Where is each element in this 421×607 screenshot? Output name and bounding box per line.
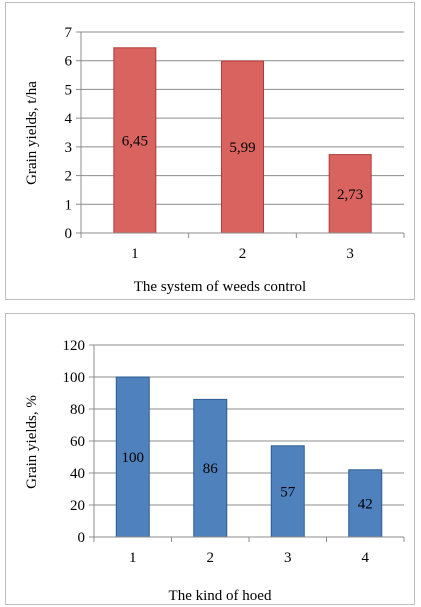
data-label: 100: [122, 450, 145, 466]
x-tick-label: 1: [131, 246, 139, 262]
chart-1-axes: [76, 31, 405, 238]
x-tick-label: 2: [207, 550, 215, 566]
y-tick-label: 1: [65, 197, 73, 213]
y-tick-label: 100: [63, 370, 86, 386]
x-tick-label: 2: [239, 246, 247, 262]
chart-2-data-labels: 100 86 57 42: [122, 450, 373, 512]
chart-2-axes: [89, 344, 405, 542]
chart-2-y-ticks: 0 20 40 60 80 100 120: [63, 338, 86, 546]
bar-3: [328, 154, 372, 234]
x-tick-label: 3: [346, 246, 354, 262]
y-tick-label: 80: [70, 402, 85, 418]
chart-2-svg: 0 20 40 60 80 100 120 1 2 3 4 100 86 57 42 The kind …: [24, 338, 405, 604]
x-tick-label: 1: [129, 550, 137, 566]
chart-1-x-axis-title: The system of weeds control: [134, 279, 306, 295]
data-label: 57: [280, 484, 296, 500]
data-label: 2,73: [337, 187, 363, 203]
data-label: 86: [203, 461, 219, 477]
y-tick-label: 5: [65, 82, 73, 98]
x-tick-label: 4: [362, 550, 370, 566]
y-tick-label: 0: [65, 226, 73, 242]
y-tick-label: 6: [65, 54, 73, 70]
y-tick-label: 60: [70, 434, 85, 450]
y-tick-label: 20: [70, 498, 85, 514]
chart-1-y-axis-title: Grain yields, t/ha: [24, 81, 40, 185]
chart-2-y-axis-title: Grain yields, %: [24, 395, 40, 489]
data-label: 6,45: [122, 133, 148, 149]
bar-2: [193, 398, 228, 538]
y-tick-label: 2: [65, 169, 73, 185]
chart-1-data-labels: 6,45 5,99 2,73: [122, 133, 364, 202]
chart-yield-weeds-control: 0 1 2 3 4 5 6 7 1 2 3 6,45 5,99 2,73 The system of …: [5, 2, 415, 300]
chart-yield-hoed-kind: 0 20 40 60 80 100 120 1 2 3 4 100 86 57 42 The kind …: [5, 313, 415, 605]
data-label: 42: [358, 496, 373, 512]
bar-2: [221, 60, 264, 234]
chart-2-bars: [115, 376, 383, 538]
y-tick-label: 4: [65, 111, 73, 127]
x-tick-label: 3: [284, 550, 292, 566]
bar-3: [270, 445, 305, 538]
y-tick-label: 40: [70, 466, 85, 482]
data-label: 5,99: [229, 140, 255, 156]
chart-1-y-ticks: 0 1 2 3 4 5 6 7: [65, 25, 73, 242]
chart-1-x-ticks: 1 2 3: [131, 246, 354, 262]
bar-1: [115, 376, 150, 538]
chart-2-x-axis-title: The kind of hoed: [169, 588, 272, 604]
y-tick-label: 3: [65, 140, 73, 156]
y-tick-label: 0: [78, 530, 86, 546]
chart-1-svg: 0 1 2 3 4 5 6 7 1 2 3 6,45 5,99 2,73 The system of …: [24, 25, 405, 295]
y-tick-label: 120: [63, 338, 86, 354]
bar-4: [348, 469, 383, 538]
y-tick-label: 7: [65, 25, 73, 41]
chart-2-x-ticks: 1 2 3 4: [129, 550, 370, 566]
